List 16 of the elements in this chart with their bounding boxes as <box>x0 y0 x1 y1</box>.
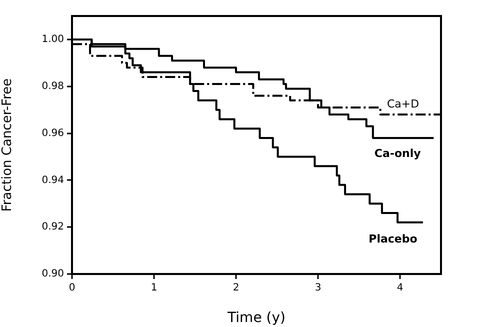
x-tick-label: 0 <box>68 282 76 294</box>
x-tick-label: 2 <box>232 282 240 294</box>
y-tick-label: 0.92 <box>42 222 64 233</box>
series-label: Ca+D <box>386 98 420 111</box>
x-tick-label: 3 <box>314 282 322 294</box>
y-tick-label: 1.00 <box>42 34 64 46</box>
y-axis-title: Fraction Cancer-Free <box>0 78 16 212</box>
x-tick-label: 1 <box>150 282 158 294</box>
series-label: Placebo <box>368 232 418 246</box>
x-axis-title: Time (y) <box>226 310 286 326</box>
series-label: Ca-only <box>374 146 421 160</box>
y-tick-label: 0.94 <box>42 174 64 186</box>
y-tick-label: 0.96 <box>42 128 64 139</box>
y-tick-label: 0.90 <box>42 268 64 280</box>
x-tick-label: 4 <box>396 282 404 294</box>
y-tick-label: 0.98 <box>42 80 64 92</box>
